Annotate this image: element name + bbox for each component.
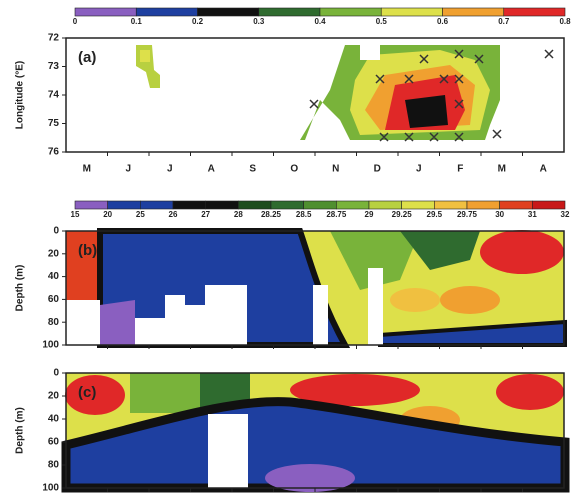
colorbar-tick-label: 28.75: [326, 210, 347, 219]
colorbar-segment: [205, 200, 239, 210]
x-tick-label: M: [83, 164, 91, 175]
colorbar-segment: [258, 7, 321, 17]
colorbar-segment: [135, 7, 198, 17]
colorbar-segment: [434, 200, 468, 210]
y-tick-label: 75: [48, 118, 60, 129]
colorbar-segment: [197, 7, 260, 17]
colorbar-tick-label: 27: [201, 210, 210, 219]
colorbar-tick-label: 31: [528, 210, 537, 219]
colorbar-segment: [503, 7, 566, 17]
colorbar-segment: [270, 200, 304, 210]
y-tick-label: 20: [48, 248, 60, 259]
y-tick-label: 40: [48, 271, 60, 282]
colorbar-tick-label: 0.5: [376, 17, 388, 26]
colorbar-segment: [442, 7, 505, 17]
colorbar-tick-label: 15: [71, 210, 80, 219]
colorbar-tick-label: 32: [561, 210, 570, 219]
x-tick-label: J: [125, 164, 131, 175]
colorbar-segment: [401, 200, 435, 210]
colorbar-tick-label: 0.1: [131, 17, 143, 26]
y-tick-label: 100: [42, 483, 59, 494]
y-tick-label: 60: [48, 294, 60, 305]
colorbar-segment: [499, 200, 533, 210]
colorbar-tick-label: 29.75: [457, 210, 478, 219]
colorbar-segment: [532, 200, 566, 210]
y-tick-label: 74: [48, 90, 60, 101]
x-tick-label: A: [208, 164, 215, 175]
x-tick-label: S: [249, 164, 256, 175]
x-tick-label: O: [290, 164, 298, 175]
colorbar-tick-label: 0.7: [498, 17, 510, 26]
colorbar-segment: [172, 200, 206, 210]
x-tick-label: J: [416, 164, 422, 175]
colorbar-tick-label: 25: [136, 210, 145, 219]
y-tick-label: 76: [48, 147, 60, 158]
x-tick-label: A: [540, 164, 547, 175]
colorbar-tick-label: 29: [365, 210, 374, 219]
field-a: [136, 45, 554, 142]
y-tick-label: 80: [48, 317, 60, 328]
colorbar-segment: [303, 200, 337, 210]
x-tick-label: F: [457, 164, 463, 175]
colorbar-tick-label: 0.2: [192, 17, 204, 26]
colorbar-segment: [380, 7, 443, 17]
colorbar-tick-label: 28.5: [296, 210, 312, 219]
colorbar-tick-label: 26: [169, 210, 178, 219]
panel-label: (a): [78, 49, 96, 66]
x-tick-label: N: [332, 164, 339, 175]
colorbar-tick-label: 30: [495, 210, 504, 219]
colorbar-segment: [74, 200, 108, 210]
y-axis-label: Longitude (°E): [15, 61, 26, 129]
panel-label: (c): [78, 384, 96, 401]
colorbar-segment: [336, 200, 370, 210]
colorbar-tick-label: 29.5: [427, 210, 443, 219]
y-tick-label: 60: [48, 437, 60, 448]
colorbar-tick-label: 28.25: [261, 210, 282, 219]
colorbar-tick-label: 0.6: [437, 17, 449, 26]
y-tick-label: 72: [48, 33, 60, 44]
colorbar-tick-label: 0.8: [559, 17, 571, 26]
field-b: [66, 228, 567, 348]
colorbar-segment: [319, 7, 382, 17]
y-axis-label: Depth (m): [15, 407, 26, 454]
y-tick-label: 73: [48, 61, 60, 72]
x-tick-label: D: [374, 164, 381, 175]
colorbar-tick-label: 29.25: [392, 210, 413, 219]
colorbar-tick-label: 0.3: [253, 17, 265, 26]
x-tick-label: J: [167, 164, 173, 175]
y-tick-label: 0: [53, 368, 59, 379]
panel-label: (b): [78, 242, 97, 259]
colorbar-segment: [140, 200, 174, 210]
colorbar-segment: [107, 200, 141, 210]
colorbar-segment: [238, 200, 272, 210]
colorbar-tick-label: 0.4: [314, 17, 326, 26]
y-tick-label: 100: [42, 340, 59, 351]
x-tick-label: M: [498, 164, 506, 175]
colorbar-segment: [368, 200, 402, 210]
colorbar-tick-label: 0: [73, 17, 78, 26]
field-c: [61, 373, 570, 493]
colorbar: 15 20 25 26 27 28 28.25 28.5 28.75 29 29.25 29.5 29.…: [71, 200, 570, 219]
y-tick-label: 0: [53, 226, 59, 237]
colorbar: 0 0.1 0.2 0.3 0.4 0.5 0.6 0.7 0.8: [73, 7, 571, 26]
colorbar-segment: [466, 200, 500, 210]
y-axis-label: Depth (m): [15, 265, 26, 312]
colorbar-tick-label: 20: [103, 210, 112, 219]
y-tick-label: 40: [48, 414, 60, 425]
y-tick-label: 20: [48, 391, 60, 402]
colorbar-segment: [74, 7, 137, 17]
y-tick-label: 80: [48, 460, 60, 471]
colorbar-tick-label: 28: [234, 210, 243, 219]
